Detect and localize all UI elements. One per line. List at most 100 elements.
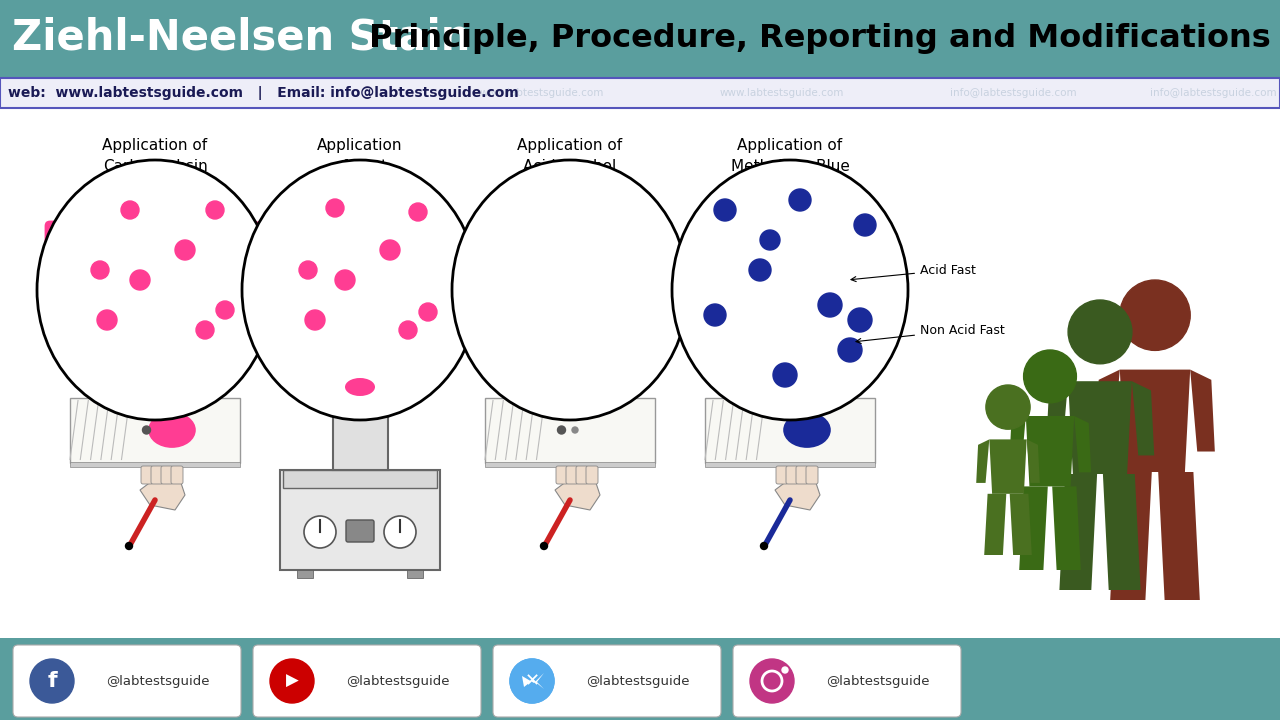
Polygon shape <box>1019 487 1048 570</box>
Circle shape <box>572 427 579 433</box>
Polygon shape <box>1158 472 1199 600</box>
Bar <box>70 397 241 462</box>
Circle shape <box>380 240 399 260</box>
Polygon shape <box>1027 439 1039 483</box>
FancyBboxPatch shape <box>710 226 760 253</box>
FancyBboxPatch shape <box>314 320 366 370</box>
FancyBboxPatch shape <box>567 329 623 361</box>
Circle shape <box>773 363 797 387</box>
FancyBboxPatch shape <box>161 466 173 484</box>
FancyBboxPatch shape <box>151 466 163 484</box>
FancyBboxPatch shape <box>392 333 439 368</box>
Bar <box>407 570 422 578</box>
Text: Application
of heat
(mordant): Application of heat (mordant) <box>317 138 403 195</box>
Circle shape <box>399 321 417 339</box>
FancyBboxPatch shape <box>417 264 439 286</box>
Circle shape <box>410 203 428 221</box>
FancyBboxPatch shape <box>141 357 189 383</box>
Circle shape <box>305 516 335 548</box>
Polygon shape <box>1060 474 1097 590</box>
FancyBboxPatch shape <box>806 466 818 484</box>
Ellipse shape <box>148 412 196 448</box>
Circle shape <box>300 261 317 279</box>
Text: Application of
Carbolfuchsin
(primary stain): Application of Carbolfuchsin (primary st… <box>99 138 212 195</box>
Circle shape <box>326 199 344 217</box>
FancyBboxPatch shape <box>45 220 105 249</box>
Circle shape <box>216 301 234 319</box>
Bar <box>0 638 1280 720</box>
Polygon shape <box>977 439 989 483</box>
FancyBboxPatch shape <box>148 297 201 323</box>
Ellipse shape <box>37 160 273 420</box>
Polygon shape <box>140 475 186 510</box>
Bar <box>329 391 390 403</box>
FancyBboxPatch shape <box>348 358 392 382</box>
FancyBboxPatch shape <box>783 343 836 377</box>
Text: ▶: ▶ <box>285 672 298 690</box>
FancyBboxPatch shape <box>776 466 788 484</box>
Bar <box>280 470 440 570</box>
Polygon shape <box>1190 369 1215 451</box>
FancyBboxPatch shape <box>353 294 406 322</box>
FancyBboxPatch shape <box>575 210 626 239</box>
Ellipse shape <box>346 378 375 396</box>
Circle shape <box>704 304 726 326</box>
Circle shape <box>838 338 861 362</box>
Bar <box>705 397 876 462</box>
Bar <box>705 462 876 467</box>
Bar <box>0 108 1280 638</box>
Circle shape <box>782 667 788 673</box>
FancyBboxPatch shape <box>502 272 567 328</box>
FancyBboxPatch shape <box>141 466 154 484</box>
Bar <box>0 78 1280 108</box>
FancyBboxPatch shape <box>172 466 183 484</box>
Polygon shape <box>1103 474 1140 590</box>
FancyBboxPatch shape <box>557 253 622 287</box>
FancyBboxPatch shape <box>90 246 140 274</box>
Text: f: f <box>47 671 56 691</box>
Bar <box>485 462 655 467</box>
Bar <box>333 395 388 470</box>
Polygon shape <box>1132 381 1155 456</box>
FancyBboxPatch shape <box>782 200 838 240</box>
FancyBboxPatch shape <box>524 343 586 377</box>
FancyBboxPatch shape <box>104 321 156 369</box>
Text: www.labtestsguide.com: www.labtestsguide.com <box>480 88 604 98</box>
Ellipse shape <box>242 160 477 420</box>
Circle shape <box>29 659 74 703</box>
Bar <box>485 397 655 462</box>
Circle shape <box>760 230 780 250</box>
Circle shape <box>849 308 872 332</box>
Ellipse shape <box>672 160 908 420</box>
Circle shape <box>714 199 736 221</box>
Polygon shape <box>1074 416 1091 472</box>
Text: @labtestsguide: @labtestsguide <box>106 675 210 688</box>
Polygon shape <box>1120 369 1190 472</box>
Circle shape <box>750 659 794 703</box>
Text: web:  www.labtestsguide.com   |   Email: info@labtestsguide.com: web: www.labtestsguide.com | Email: info… <box>8 86 518 100</box>
Polygon shape <box>1046 381 1068 456</box>
Circle shape <box>419 303 436 321</box>
FancyBboxPatch shape <box>67 346 123 374</box>
Circle shape <box>206 201 224 219</box>
Circle shape <box>97 310 116 330</box>
Circle shape <box>1068 300 1132 364</box>
Polygon shape <box>1096 369 1120 451</box>
Circle shape <box>196 321 214 339</box>
FancyBboxPatch shape <box>576 466 588 484</box>
Circle shape <box>1024 350 1076 402</box>
Circle shape <box>384 516 416 548</box>
Text: Ziehl-Neelsen Stain: Ziehl-Neelsen Stain <box>12 17 470 59</box>
FancyBboxPatch shape <box>556 466 568 484</box>
Polygon shape <box>1068 381 1132 474</box>
Circle shape <box>142 426 151 434</box>
Polygon shape <box>556 475 600 510</box>
Polygon shape <box>1025 416 1074 487</box>
Text: Principle, Procedure, Reporting and Modifications: Principle, Procedure, Reporting and Modi… <box>358 22 1271 53</box>
FancyBboxPatch shape <box>346 520 374 542</box>
Circle shape <box>558 426 566 434</box>
Circle shape <box>175 240 195 260</box>
Ellipse shape <box>452 160 689 420</box>
Polygon shape <box>1052 487 1080 570</box>
Polygon shape <box>522 673 544 689</box>
